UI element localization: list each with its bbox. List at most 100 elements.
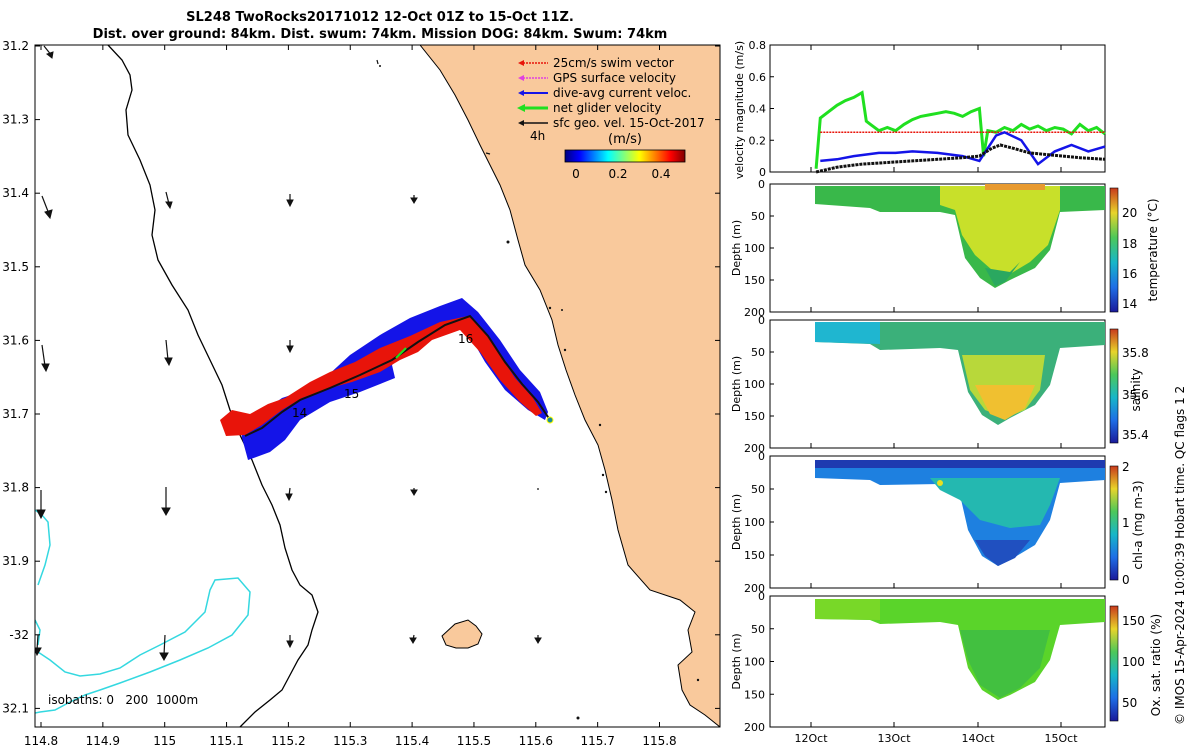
legend-interval: 4h: [530, 129, 545, 143]
chla-panel: [769, 455, 1106, 589]
net-velocity-line: [814, 90, 1106, 169]
velocity-series: [814, 90, 1106, 174]
depth-tick-label: 0: [758, 450, 765, 463]
map-y-tick-label: 31.5: [2, 260, 29, 274]
chla-high-spot: [937, 480, 943, 486]
colorbar-tick: 14: [1122, 297, 1137, 311]
map-y-tick-label: 31.2: [2, 39, 29, 53]
depth-tick-label: 150: [744, 549, 765, 562]
depth-tick-label: 150: [744, 688, 765, 701]
velocity-frame: [769, 44, 1106, 173]
map-x-tick-label: 114.9: [86, 734, 120, 748]
map-y-tick-label: 32.1: [2, 701, 29, 715]
isobath-200-a: [35, 509, 51, 586]
geo-arrow: [159, 634, 169, 662]
depth-tick-label: 50: [751, 483, 765, 496]
depth-tick-label: 0: [758, 178, 765, 191]
depth-tick-label: 50: [751, 210, 765, 223]
legend-net: net glider velocity: [517, 101, 661, 115]
isobath-1000: [107, 45, 319, 727]
geo-arrow: [376, 59, 379, 65]
map-frame: [34, 44, 721, 728]
geo-arrow: [164, 339, 173, 367]
depth-tick-label: 200: [744, 442, 765, 455]
map-x-tick-label: 114.8: [24, 734, 58, 748]
time-tick-label: 13Oct: [877, 732, 911, 745]
geo-arrow: [410, 195, 418, 204]
speed-colorbar: [564, 149, 686, 163]
chla-surface: [815, 460, 1105, 468]
map-y-tick-label: 31.3: [2, 113, 29, 127]
velocity-y-tick-label: 0.2: [749, 134, 767, 147]
geo-arrow: [43, 45, 54, 59]
geo-arrow: [41, 344, 50, 373]
depth-tick-label: 100: [744, 378, 765, 391]
colorbar-tick: 16: [1122, 267, 1137, 281]
map-x-tick-label: 115.7: [580, 734, 614, 748]
svg-text:dive-avg current veloc.: dive-avg current veloc.: [553, 86, 691, 100]
depth-tick-label: 0: [758, 314, 765, 327]
geo-arrow: [165, 191, 173, 210]
isobath-200-b: [35, 577, 251, 714]
current-velocity-band: [240, 298, 548, 460]
map-x-tick-label: 115.4: [395, 734, 429, 748]
colorbar-unit: (m/s): [608, 132, 642, 147]
depth-axis-label: Depth (m): [730, 633, 743, 689]
speed-colorbar-tick: 0.2: [608, 167, 627, 181]
glider-end-marker: [546, 416, 554, 424]
colorbar-tick: 35.4: [1122, 428, 1149, 442]
oxygen-lower: [960, 630, 1050, 698]
reef-dots: [379, 65, 700, 720]
velocity-y-tick-label: 0: [759, 166, 766, 179]
velocity-ylabel: velocity magnitude (m/s): [733, 41, 746, 179]
map-x-axis: 114.8 114.9 115 115.1 115.2 115.3 115.4 115.5 11…: [24, 45, 677, 748]
svg-text:sfc geo. vel. 15-Oct-2017: sfc geo. vel. 15-Oct-2017: [553, 116, 705, 130]
legend-gps: GPS surface velocity: [518, 71, 676, 85]
geo-arrow: [285, 487, 293, 502]
colorbar-tick: 2: [1122, 460, 1130, 474]
colorbar-tick: 150: [1122, 614, 1145, 628]
legend-current: dive-avg current veloc.: [518, 86, 691, 100]
temperature-colorbar: 14 16 18 20 temperature (°C): [1109, 187, 1160, 313]
depth-tick-label: 150: [744, 274, 765, 287]
map-x-tick-label: 115.2: [271, 734, 305, 748]
chla-deep: [975, 540, 1030, 566]
figure-title-line1: SL248 TwoRocks20171012 12-Oct 01Z to 15-…: [186, 10, 574, 25]
svg-text:net glider velocity: net glider velocity: [553, 101, 661, 115]
salinity-panel: [769, 319, 1106, 449]
isobath-200-c: [35, 619, 41, 646]
geo-arrow: [286, 340, 294, 354]
colorbar-tick: 0: [1122, 573, 1130, 587]
temperature-panel: [769, 183, 1106, 313]
net-velocity-marker: [395, 347, 407, 359]
temperature-deep: [985, 262, 1020, 286]
depth-tick-label: 200: [744, 721, 765, 734]
geo-arrow: [161, 487, 171, 517]
figure-title-line2: Dist. over ground: 84km. Dist. swum: 74k…: [92, 27, 668, 42]
salinity-high: [975, 385, 1035, 420]
salinity-surface-low: [815, 322, 880, 344]
map-y-tick-label: -32: [9, 628, 29, 642]
map-x-tick-label: 115.3: [333, 734, 367, 748]
temperature-label: temperature (°C): [1146, 199, 1160, 302]
salinity-label: salinity: [1129, 368, 1143, 411]
geo-arrow: [41, 195, 53, 220]
section-axes: 0 50 100 150 200 Depth (m) 0 50 100 150 200 Depth (…: [730, 178, 774, 734]
track-label-15: 15: [344, 387, 359, 401]
geo-arrow: [409, 634, 417, 644]
depth-tick-label: 100: [744, 656, 765, 669]
map-x-tick-label: 115.8: [642, 734, 676, 748]
map-x-tick-label: 115.5: [457, 734, 491, 748]
colorbar-tick: 20: [1122, 206, 1137, 220]
map-panel: 16 15 14 114.8 114.9 115 115.1 115.2 115.3 115…: [2, 39, 721, 748]
map-x-tick-label: 115.6: [519, 734, 553, 748]
geo-arrow: [286, 635, 294, 649]
map-y-tick-label: 31.6: [2, 333, 29, 347]
colorbar-tick: 35.8: [1122, 346, 1149, 360]
geo-arrow: [410, 488, 418, 496]
depth-tick-label: 100: [744, 516, 765, 529]
chla-colorbar: 0 1 2 chl-a (mg m-3): [1109, 460, 1145, 587]
oxygen-label: Ox. sat. ratio (%): [1149, 614, 1163, 716]
velocity-y-axis: 0 0.2 0.4 0.6 0.8: [749, 39, 774, 179]
colorbar-tick: 35.6: [1122, 388, 1149, 402]
